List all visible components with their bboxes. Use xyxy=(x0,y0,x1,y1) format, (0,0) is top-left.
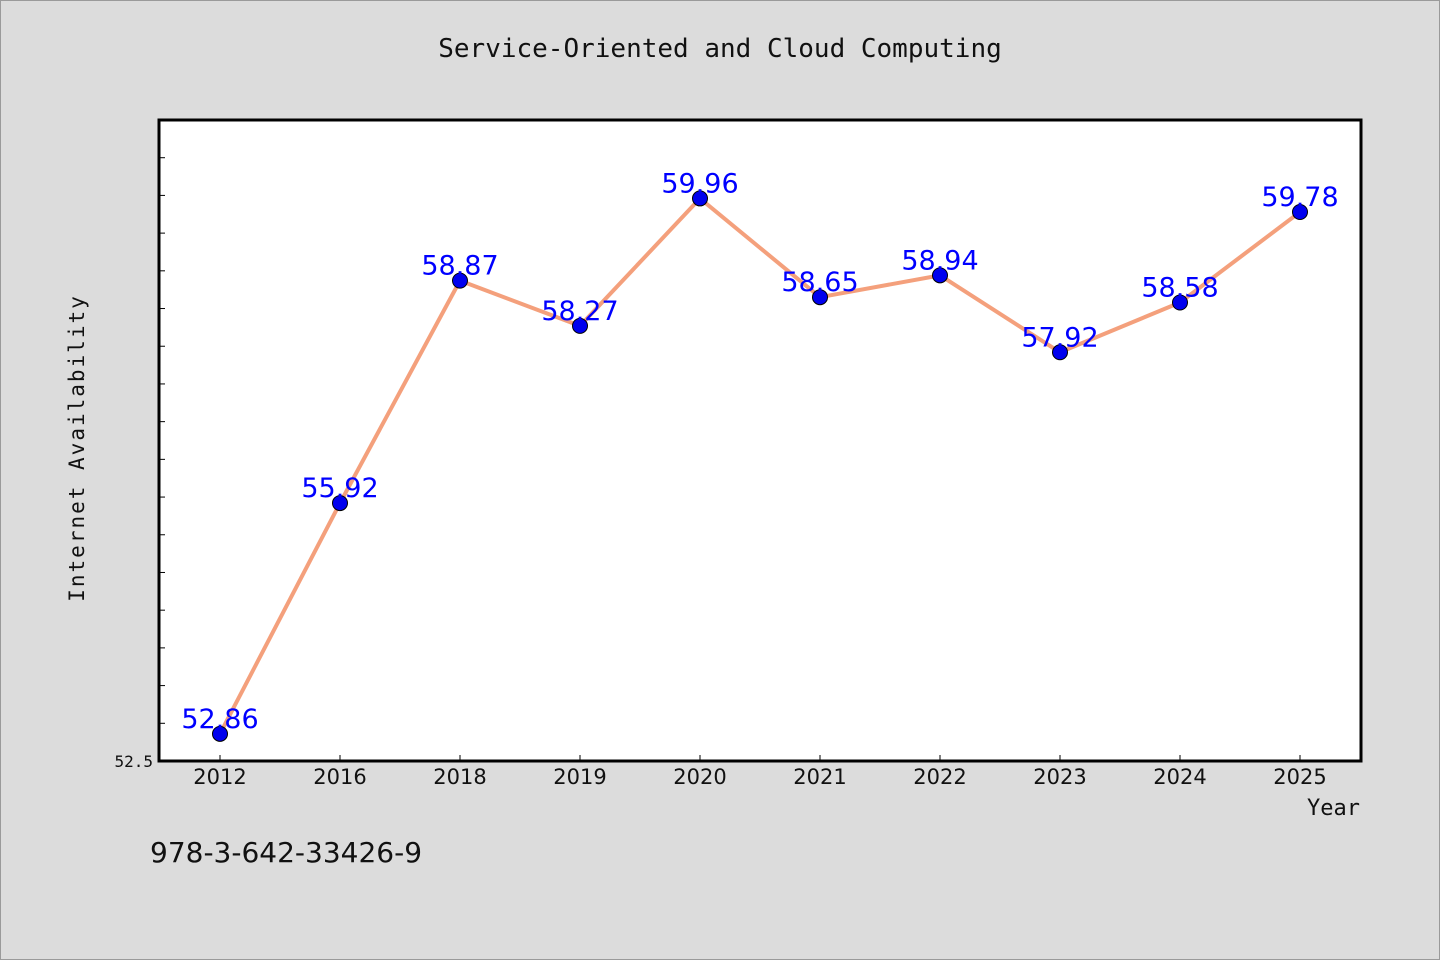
x-tick-label: 2018 xyxy=(433,765,486,789)
x-tick-label: 2019 xyxy=(553,765,606,789)
data-point xyxy=(692,190,708,207)
x-tick-label: 2022 xyxy=(913,765,966,789)
y-tick-label: 52.5 xyxy=(114,752,153,771)
data-point xyxy=(332,495,348,512)
data-point xyxy=(572,317,588,334)
data-label: 58.58 xyxy=(1141,272,1218,303)
data-point xyxy=(452,272,468,289)
data-point xyxy=(212,725,228,742)
data-label: 58.27 xyxy=(541,296,618,327)
data-point xyxy=(1172,294,1188,311)
x-tick-label: 2021 xyxy=(793,765,846,789)
x-axis-label: Year xyxy=(1307,796,1360,821)
data-label: 58.65 xyxy=(781,267,858,298)
plot-area xyxy=(157,118,1363,763)
x-tick-label: 2023 xyxy=(1033,765,1086,789)
data-point xyxy=(1292,204,1308,221)
data-point xyxy=(932,267,948,284)
isbn-text: 978-3-642-33426-9 xyxy=(150,836,423,869)
data-label: 55.92 xyxy=(301,473,378,504)
chart-title: Service-Oriented and Cloud Computing xyxy=(438,34,1002,64)
x-tick-label: 2016 xyxy=(313,765,366,789)
series-line xyxy=(218,196,1302,735)
x-tick-label: 2025 xyxy=(1273,765,1326,789)
x-tick-label: 2012 xyxy=(193,765,246,789)
data-label: 58.94 xyxy=(901,245,978,276)
data-label: 59.78 xyxy=(1261,182,1338,213)
data-point xyxy=(812,289,828,306)
data-label: 58.87 xyxy=(421,251,498,282)
data-label: 59.96 xyxy=(661,168,738,199)
data-point xyxy=(1052,344,1068,361)
x-tick-label: 2020 xyxy=(673,765,726,789)
data-label: 52.86 xyxy=(181,704,258,735)
data-label: 57.92 xyxy=(1021,322,1098,353)
x-tick-label: 2024 xyxy=(1153,765,1206,789)
